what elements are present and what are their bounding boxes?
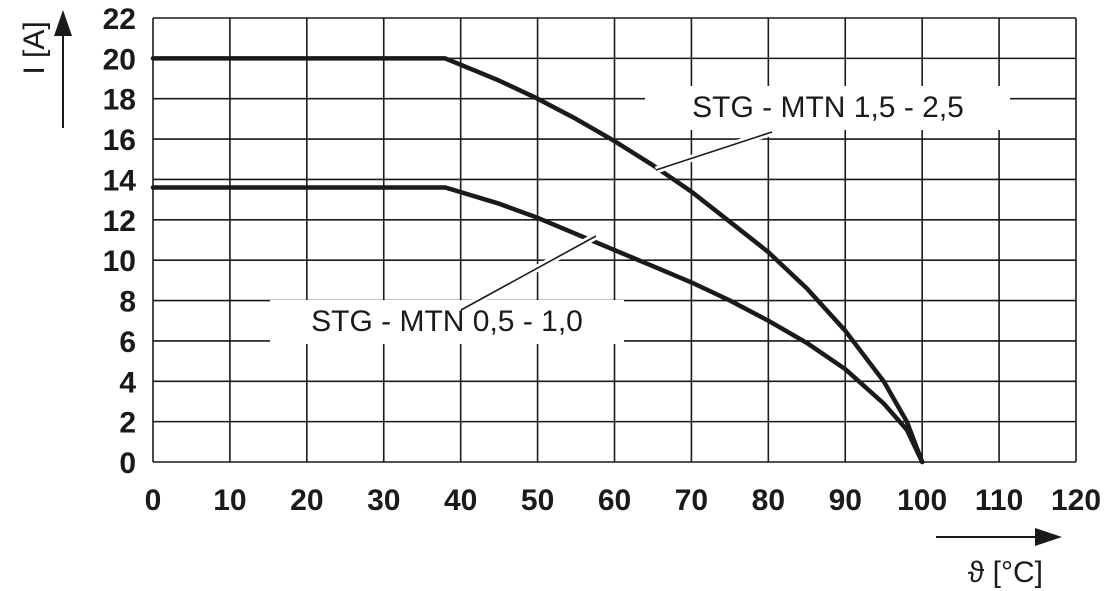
- y-tick-label: 16: [103, 124, 136, 157]
- y-tick-label: 10: [103, 245, 136, 278]
- y-axis-title: I [A]: [18, 21, 51, 74]
- x-tick-label: 90: [829, 484, 862, 517]
- series-label: STG - MTN 0,5 - 1,0: [311, 305, 583, 338]
- series-line-1-5-2-5: [150, 56, 925, 465]
- series-label-background: [270, 300, 624, 344]
- x-tick-label: 110: [975, 484, 1023, 517]
- y-tick-label: 8: [119, 286, 136, 319]
- x-axis-arrow-head: [1035, 528, 1062, 546]
- y-tick-label: 6: [119, 326, 136, 359]
- series-labels: STG - MTN 1,5 - 2,5 STG - MTN 0,5 - 1,0: [270, 86, 1010, 344]
- y-tick-label: 18: [103, 84, 136, 117]
- y-tick-label: 20: [103, 43, 136, 76]
- x-tick-label: 80: [752, 484, 785, 517]
- x-axis-title: ϑ [°C]: [968, 556, 1043, 589]
- leader-line: [460, 235, 597, 311]
- x-tick-label: 120: [1051, 484, 1101, 517]
- series-line-0-5-1-0: [150, 185, 925, 465]
- x-tick-label: 40: [444, 484, 477, 517]
- series-lines: [150, 56, 925, 465]
- x-tick-label: 0: [145, 484, 162, 517]
- x-tick-label: 50: [521, 484, 554, 517]
- y-tick-label: 12: [103, 205, 136, 238]
- series-label-background: [645, 86, 1010, 130]
- x-tick-label: 10: [213, 484, 246, 517]
- axis-titles: I [A] ϑ [°C]: [18, 10, 1062, 589]
- x-tick-label: 20: [290, 484, 323, 517]
- y-axis-arrow-head: [54, 10, 72, 36]
- y-tick-label: 14: [103, 164, 137, 197]
- y-tick-label: 4: [119, 366, 136, 399]
- x-tick-label: 100: [897, 484, 947, 517]
- x-tick-label: 70: [675, 484, 708, 517]
- y-tick-label: 22: [103, 3, 136, 36]
- y-tick-label: 0: [119, 447, 136, 480]
- x-tick-label: 30: [367, 484, 400, 517]
- x-tick-label: 60: [598, 484, 631, 517]
- grid: [152, 17, 1077, 463]
- series-label: STG - MTN 1,5 - 2,5: [692, 91, 964, 124]
- leader-line: [655, 131, 773, 171]
- y-tick-label: 2: [119, 407, 136, 440]
- tick-labels: 0 10 20 30 40 50 60 70 80 90 100 110 120 0 2 4 6 8 10 12 14 1…: [103, 3, 1101, 517]
